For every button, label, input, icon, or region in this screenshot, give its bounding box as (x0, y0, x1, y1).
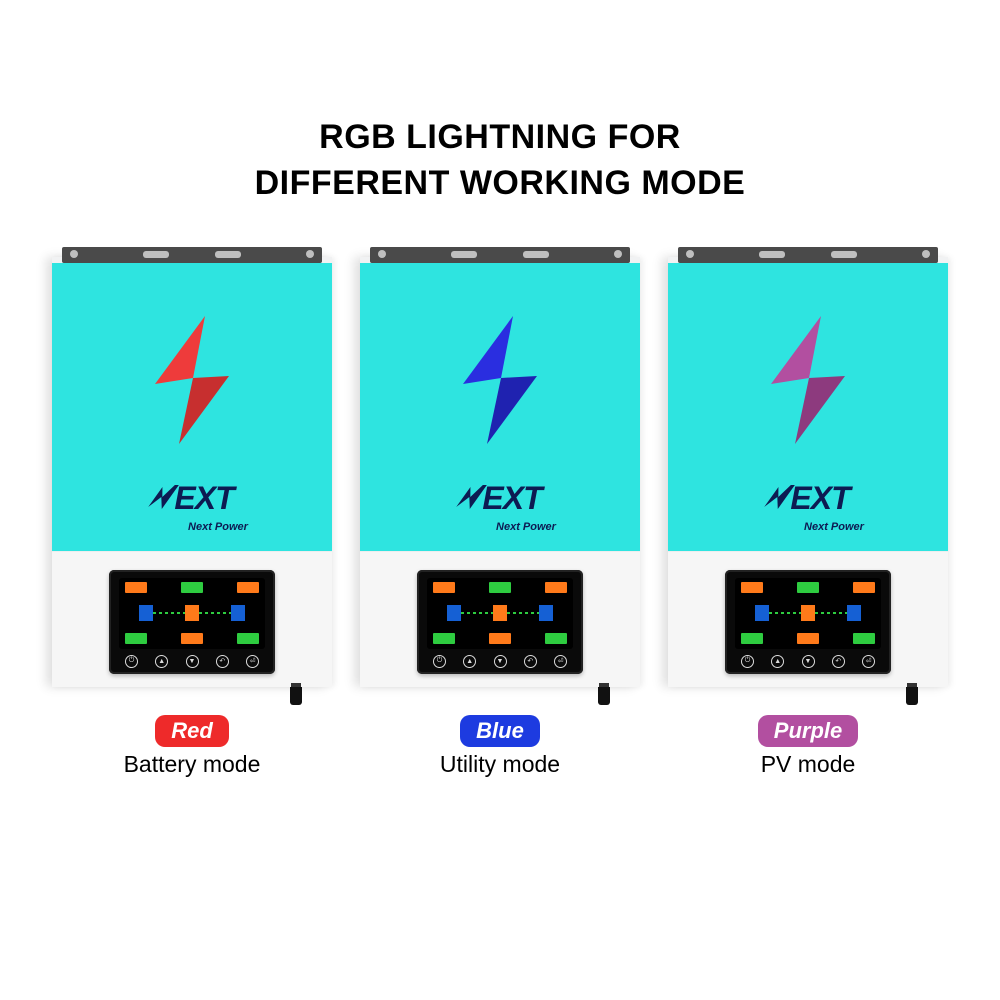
lcd-segment (237, 633, 259, 644)
lcd-segment (125, 582, 147, 593)
lcd-segment (237, 582, 259, 593)
mode-label: PV mode (761, 751, 856, 778)
lcd-segment (545, 633, 567, 644)
lcd-power-button[interactable]: ⏻ (741, 655, 754, 668)
lcd-segment (181, 633, 203, 644)
brand-logo: EXT (52, 480, 332, 517)
lcd-up-button[interactable]: ▲ (155, 655, 168, 668)
color-badge-blue: Blue (460, 715, 540, 747)
inverter-device: EXT Next Power (668, 257, 948, 687)
brand-subtext: Next Power (188, 521, 248, 533)
lcd-segment (853, 633, 875, 644)
lcd-display: ⏻ ▲ ▼ ↶ ⏎ (417, 570, 583, 674)
device-top-panel: EXT Next Power (668, 263, 948, 551)
brand-subtext: Next Power (496, 521, 556, 533)
title-line-2: DIFFERENT WORKING MODE (255, 161, 746, 207)
lcd-segment (797, 582, 819, 593)
lcd-back-button[interactable]: ↶ (832, 655, 845, 668)
lightning-icon (149, 316, 235, 444)
device-bottom-panel: ⏻ ▲ ▼ ↶ ⏎ (360, 551, 640, 687)
lcd-screen (427, 578, 573, 649)
devices-row: EXT Next Power (52, 257, 948, 778)
bolt-icon-wrap (360, 263, 640, 480)
lcd-enter-button[interactable]: ⏎ (554, 655, 567, 668)
lightning-icon (765, 316, 851, 444)
mount-bracket (62, 247, 322, 263)
lcd-screen (735, 578, 881, 649)
mount-bracket (370, 247, 630, 263)
dc-connector (598, 687, 610, 705)
brand-text: EXT (174, 480, 233, 516)
lcd-segment (433, 582, 455, 593)
lcd-segment (489, 582, 511, 593)
device-top-panel: EXT Next Power (360, 263, 640, 551)
lcd-power-button[interactable]: ⏻ (433, 655, 446, 668)
lcd-power-button[interactable]: ⏻ (125, 655, 138, 668)
lcd-up-button[interactable]: ▲ (771, 655, 784, 668)
lightning-icon (457, 316, 543, 444)
lcd-segment (545, 582, 567, 593)
lcd-segment (741, 633, 763, 644)
brand-logo: EXT (360, 480, 640, 517)
color-badge-red: Red (155, 715, 229, 747)
mount-bracket (678, 247, 938, 263)
lcd-flow-icon (445, 593, 555, 633)
lcd-down-button[interactable]: ▼ (802, 655, 815, 668)
lcd-display: ⏻ ▲ ▼ ↶ ⏎ (109, 570, 275, 674)
lcd-flow-icon (137, 593, 247, 633)
mode-label: Battery mode (124, 751, 261, 778)
lcd-segment (741, 582, 763, 593)
brand-subtext: Next Power (804, 521, 864, 533)
device-top-panel: EXT Next Power (52, 263, 332, 551)
dc-connector (290, 687, 302, 705)
lcd-back-button[interactable]: ↶ (524, 655, 537, 668)
inverter-device: EXT Next Power (360, 257, 640, 687)
lcd-segment (489, 633, 511, 644)
mode-label: Utility mode (440, 751, 560, 778)
inverter-device: EXT Next Power (52, 257, 332, 687)
lcd-segment (181, 582, 203, 593)
bolt-icon-wrap (52, 263, 332, 480)
lcd-down-button[interactable]: ▼ (186, 655, 199, 668)
lcd-enter-button[interactable]: ⏎ (862, 655, 875, 668)
brand-text: EXT (482, 480, 541, 516)
lcd-flow-icon (753, 593, 863, 633)
lcd-back-button[interactable]: ↶ (216, 655, 229, 668)
brand-block: EXT Next Power (52, 480, 332, 551)
lcd-segment (125, 633, 147, 644)
title-line-1: RGB LIGHTNING FOR (255, 115, 746, 161)
lcd-screen (119, 578, 265, 649)
lcd-segment (797, 633, 819, 644)
brand-logo: EXT (668, 480, 948, 517)
lcd-up-button[interactable]: ▲ (463, 655, 476, 668)
lcd-enter-button[interactable]: ⏎ (246, 655, 259, 668)
device-col-blue: EXT Next Power (360, 257, 640, 778)
brand-text: EXT (790, 480, 849, 516)
brand-block: EXT Next Power (668, 480, 948, 551)
device-bottom-panel: ⏻ ▲ ▼ ↶ ⏎ (52, 551, 332, 687)
dc-connector (906, 687, 918, 705)
lcd-down-button[interactable]: ▼ (494, 655, 507, 668)
brand-block: EXT Next Power (360, 480, 640, 551)
color-badge-purple: Purple (758, 715, 858, 747)
page-title: RGB LIGHTNING FOR DIFFERENT WORKING MODE (255, 115, 746, 207)
device-col-red: EXT Next Power (52, 257, 332, 778)
lcd-button-row: ⏻ ▲ ▼ ↶ ⏎ (735, 655, 881, 668)
device-col-purple: EXT Next Power (668, 257, 948, 778)
lcd-display: ⏻ ▲ ▼ ↶ ⏎ (725, 570, 891, 674)
lcd-button-row: ⏻ ▲ ▼ ↶ ⏎ (119, 655, 265, 668)
infographic-page: RGB LIGHTNING FOR DIFFERENT WORKING MODE (0, 0, 1000, 1000)
lcd-segment (853, 582, 875, 593)
device-bottom-panel: ⏻ ▲ ▼ ↶ ⏎ (668, 551, 948, 687)
lcd-segment (433, 633, 455, 644)
lcd-button-row: ⏻ ▲ ▼ ↶ ⏎ (427, 655, 573, 668)
bolt-icon-wrap (668, 263, 948, 480)
